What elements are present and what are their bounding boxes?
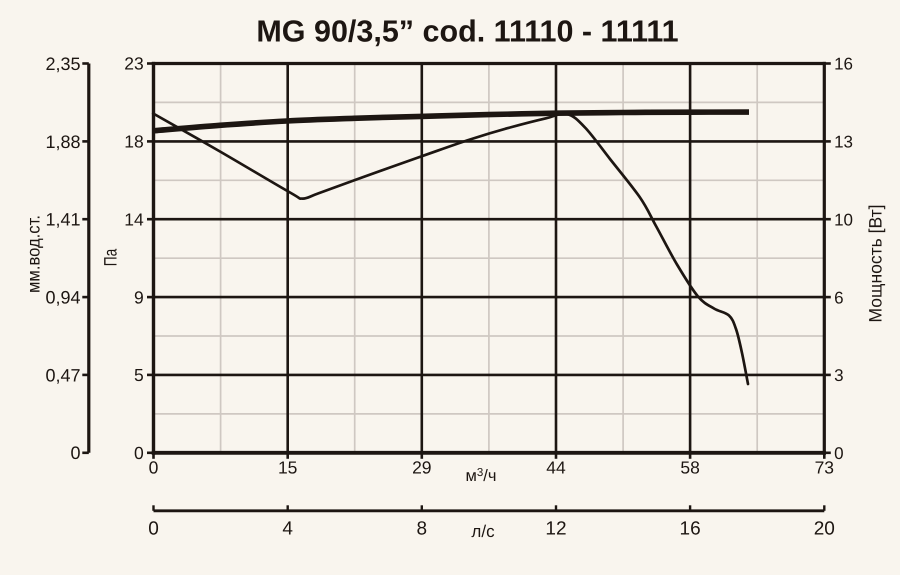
svg-text:14: 14 (124, 209, 144, 229)
svg-text:3: 3 (834, 366, 843, 385)
svg-text:58: 58 (680, 457, 699, 477)
svg-text:6: 6 (834, 288, 843, 307)
svg-text:0: 0 (134, 443, 144, 463)
svg-text:1,41: 1,41 (45, 210, 80, 230)
svg-text:MG 90/3,5” cod. 11110 - 11111: MG 90/3,5” cod. 11110 - 11111 (256, 14, 678, 48)
svg-text:73: 73 (815, 457, 834, 477)
svg-text:9: 9 (134, 287, 144, 307)
svg-text:16: 16 (834, 55, 853, 74)
svg-text:18: 18 (124, 132, 143, 152)
svg-text:Па: Па (101, 248, 121, 266)
svg-text:16: 16 (680, 519, 701, 540)
svg-text:12: 12 (545, 519, 566, 540)
svg-text:4: 4 (282, 519, 293, 540)
svg-text:15: 15 (278, 457, 297, 477)
svg-text:44: 44 (546, 457, 566, 477)
svg-text:0,47: 0,47 (45, 365, 80, 385)
svg-text:5: 5 (134, 365, 144, 385)
svg-text:0: 0 (148, 519, 159, 540)
svg-text:1,88: 1,88 (45, 132, 80, 152)
svg-text:л/с: л/с (471, 522, 495, 541)
svg-text:2,35: 2,35 (45, 54, 80, 74)
svg-text:8: 8 (417, 519, 428, 540)
svg-text:Мощность [Вт]: Мощность [Вт] (866, 205, 886, 323)
svg-text:мм.вод.ст.: мм.вод.ст. (24, 215, 44, 293)
svg-text:10: 10 (834, 210, 853, 229)
svg-text:0: 0 (834, 444, 843, 463)
svg-text:20: 20 (814, 519, 835, 540)
svg-text:29: 29 (412, 457, 431, 477)
svg-text:м3/ч: м3/ч (466, 467, 497, 485)
svg-text:0: 0 (70, 443, 80, 463)
svg-text:13: 13 (834, 133, 853, 152)
svg-text:0,94: 0,94 (45, 288, 80, 308)
svg-text:23: 23 (124, 54, 143, 74)
svg-text:0: 0 (149, 457, 159, 477)
